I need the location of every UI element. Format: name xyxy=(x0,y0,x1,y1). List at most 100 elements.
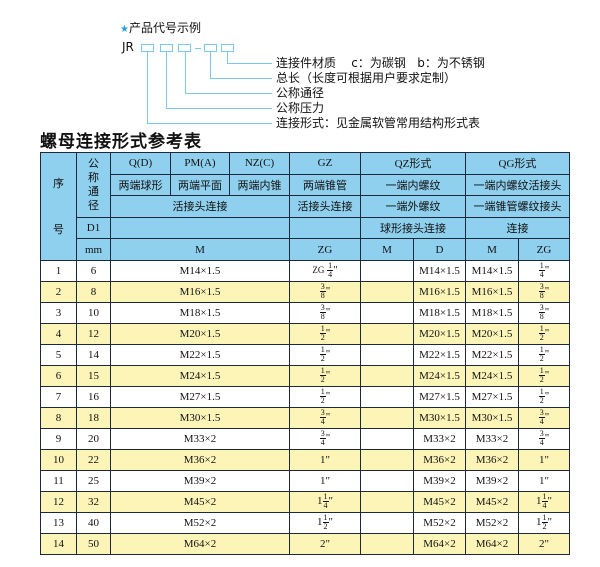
row-number: 13 xyxy=(40,511,77,534)
header-qz-d: D xyxy=(413,238,466,261)
table-row: 4 12 M20×1.5 1 2 " M20×1.5 M20×1.5 1 2 " xyxy=(40,322,570,345)
fraction-denominator: 4 xyxy=(320,417,325,427)
qz-d: M30×1.5 xyxy=(413,406,466,429)
zg-whole: 1 xyxy=(320,474,326,487)
qg-m: M45×2 xyxy=(465,490,519,513)
qz-d: M27×1.5 xyxy=(413,385,466,408)
nut-connection-table: 序号 公 称 通 径 Q(D) PM(A) NZ(C) GZ QZ形式 QG形式… xyxy=(40,152,570,555)
table-row: 8 18 M30×1.5 3 4 " M30×1.5 M30×1.5 3 4 " xyxy=(40,406,570,429)
thread-zg: 2" xyxy=(289,532,361,555)
thread-zg: 1 1 4 " xyxy=(289,490,361,513)
nominal-diameter: 25 xyxy=(76,469,111,492)
zg-whole: 2 xyxy=(320,537,326,550)
fraction-numerator: 1 xyxy=(319,345,326,356)
thread-m: M30×1.5 xyxy=(110,406,290,429)
nominal-diameter: 20 xyxy=(76,427,111,450)
thread-zg: 1 2 " xyxy=(289,364,361,387)
fraction-denominator: 4 xyxy=(320,438,325,448)
qg-m: M14×1.5 xyxy=(465,259,519,282)
fraction-denominator: 4 xyxy=(542,501,547,511)
row-number: 8 xyxy=(40,406,77,429)
fraction-denominator: 2 xyxy=(320,396,325,406)
row-number: 7 xyxy=(40,385,77,408)
leader-line xyxy=(185,52,186,93)
qg-zg: 1 2 " xyxy=(518,385,570,408)
example-title-text: 产品代号示例 xyxy=(128,21,201,35)
qg-zg: 2" xyxy=(518,532,570,555)
code-prefix: JR xyxy=(122,40,134,54)
nominal-diameter: 32 xyxy=(76,490,111,513)
zg-whole: 1 xyxy=(320,453,326,466)
zg-whole: 2 xyxy=(539,537,545,550)
fraction-denominator: 2 xyxy=(323,522,328,532)
thread-zg: 3 8 " xyxy=(289,280,361,303)
qg-zg: 1 2 " xyxy=(518,343,570,366)
leader-line xyxy=(166,52,167,108)
thread-m: M20×1.5 xyxy=(110,322,290,345)
qz-m xyxy=(360,448,414,471)
thread-m: M33×2 xyxy=(110,427,290,450)
header-qg-m: M xyxy=(465,238,519,261)
thread-m: M24×1.5 xyxy=(110,364,290,387)
leader-line xyxy=(227,63,272,64)
qg-m: M27×1.5 xyxy=(465,385,519,408)
qz-m xyxy=(360,427,414,450)
qg-zg: 1" xyxy=(518,448,570,471)
nominal-diameter: 15 xyxy=(76,364,111,387)
nominal-diameter: 50 xyxy=(76,532,111,555)
fraction-denominator: 2 xyxy=(542,522,547,532)
header-qg: QG形式 xyxy=(465,152,570,175)
fraction-numerator: 1 xyxy=(538,366,545,377)
qg-m: M24×1.5 xyxy=(465,364,519,387)
label-length: 总长（长度可根据用户要求定制） xyxy=(276,71,457,85)
qz-m xyxy=(360,385,414,408)
qg-zg: 3 4 " xyxy=(518,406,570,429)
label-pressure: 公称压力 xyxy=(276,101,325,115)
qz-m xyxy=(360,532,414,555)
qg-m: M33×2 xyxy=(465,427,519,450)
qg-zg: 1 4 " xyxy=(518,259,570,282)
fraction-denominator: 4 xyxy=(539,417,544,427)
qz-d: M14×1.5 xyxy=(413,259,466,282)
fraction-denominator: 2 xyxy=(539,396,544,406)
fraction-denominator: 2 xyxy=(539,354,544,364)
qg-m: M52×2 xyxy=(465,511,519,534)
nominal-diameter: 18 xyxy=(76,406,111,429)
qz-d: M24×1.5 xyxy=(413,364,466,387)
thread-m: M16×1.5 xyxy=(110,280,290,303)
fraction-numerator: 3 xyxy=(319,303,326,314)
qg-zg: 3 8 " xyxy=(518,280,570,303)
qg-m: M16×1.5 xyxy=(465,280,519,303)
fraction-denominator: 4 xyxy=(323,501,328,511)
row-number: 3 xyxy=(40,301,77,324)
qz-m xyxy=(360,301,414,324)
row-number: 6 xyxy=(40,364,77,387)
qg-m: M64×2 xyxy=(465,532,519,555)
code-box-length xyxy=(204,44,217,52)
thread-zg: 1" xyxy=(289,448,361,471)
qz-d: M20×1.5 xyxy=(413,322,466,345)
fraction-numerator: 3 xyxy=(538,408,545,419)
thread-zg: ZG 1 4 " xyxy=(289,259,361,282)
fraction-denominator: 8 xyxy=(539,291,544,301)
code-box-diameter xyxy=(178,44,191,52)
thread-m: M27×1.5 xyxy=(110,385,290,408)
qz-m xyxy=(360,259,414,282)
thread-m: M52×2 xyxy=(110,511,290,534)
qg-zg: 1 1 4 " xyxy=(518,490,570,513)
qz-d: M45×2 xyxy=(413,490,466,513)
